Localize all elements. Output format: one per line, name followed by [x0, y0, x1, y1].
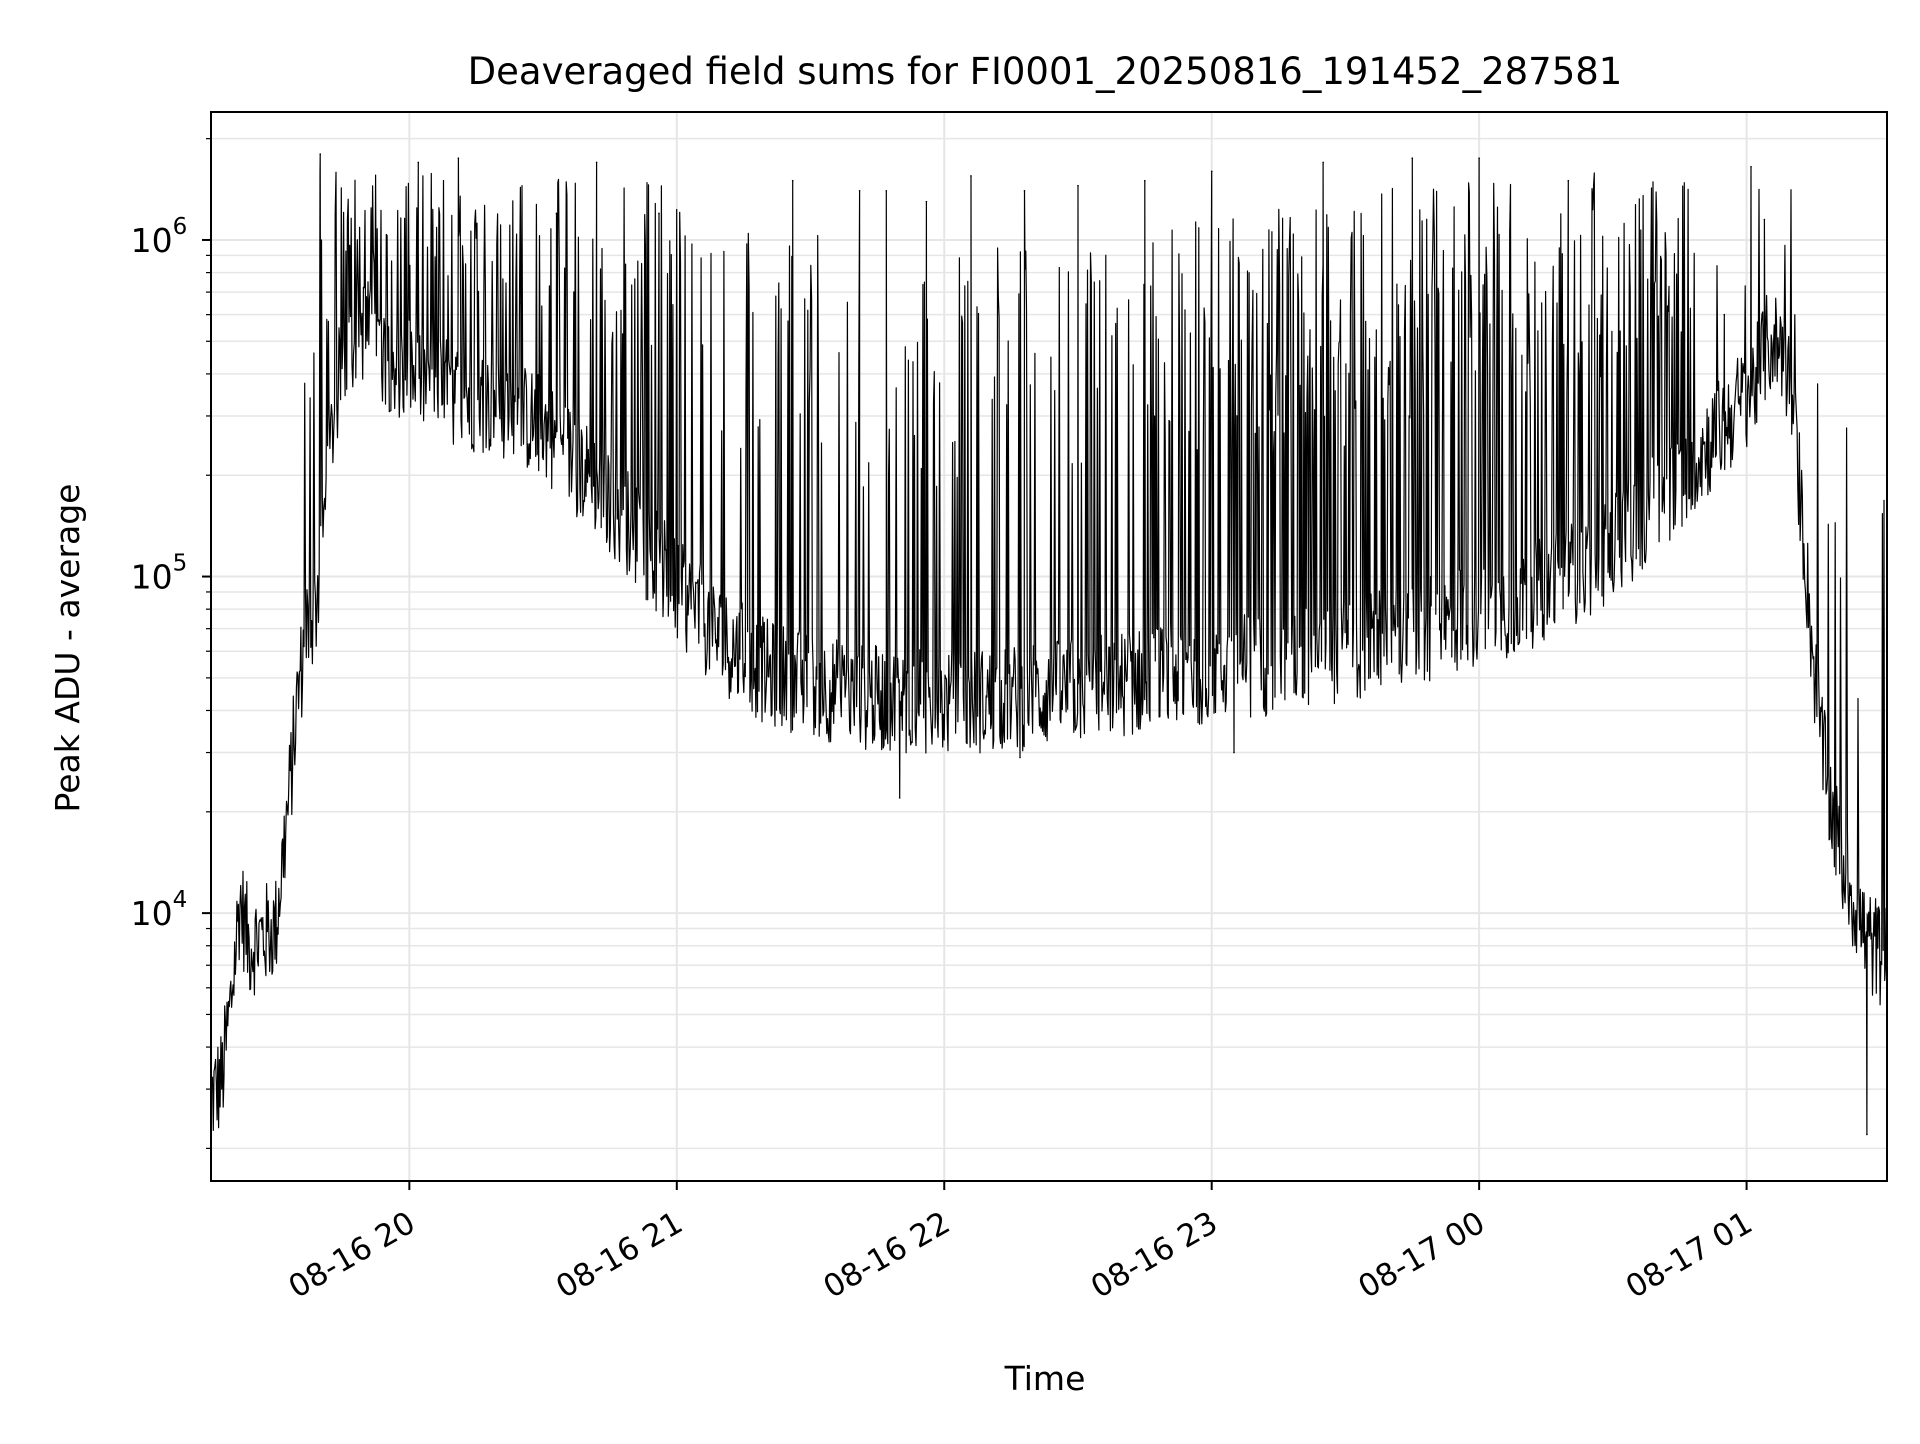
spike-point [885, 189, 888, 192]
dip-point [898, 797, 901, 799]
spike-point [1210, 170, 1213, 173]
dip-point [1866, 1133, 1868, 1136]
spike-point [1750, 165, 1752, 168]
spike-point [1723, 313, 1726, 316]
y-tick-exponent: 6 [173, 214, 188, 240]
spike-point [519, 302, 522, 304]
y-tick-exponent: 4 [173, 887, 188, 913]
dip-point [1019, 756, 1021, 759]
spike-point [1763, 218, 1766, 221]
spike-point [858, 189, 861, 192]
spike-point [1411, 157, 1414, 159]
spike-point [970, 175, 972, 177]
spike-point [457, 157, 460, 159]
spike-point [595, 161, 598, 164]
y-axis-label: Peak ADU - average [48, 484, 87, 813]
spike-point [319, 153, 322, 155]
spike-point [1023, 189, 1026, 192]
spike-point [1567, 179, 1570, 182]
spike-point [1077, 184, 1079, 187]
series-layer [210, 153, 1888, 1136]
x-axis-label: Time [1004, 1359, 1086, 1398]
spike-point [791, 179, 794, 182]
series-line [210, 153, 1888, 1136]
spike-point [925, 200, 928, 203]
spike-point [390, 271, 393, 274]
plot-frame [210, 111, 1888, 1182]
spike-point [658, 212, 660, 215]
spike-point [417, 161, 420, 164]
dip-point [1233, 751, 1235, 754]
y-tick-exponent: 5 [173, 551, 188, 577]
spike-point [555, 212, 558, 215]
chart-title: Deaveraged field sums for FI0001_2025081… [468, 50, 1623, 93]
spike-point [1478, 157, 1480, 159]
spike-point [1322, 161, 1324, 164]
spike-point [1144, 179, 1146, 182]
